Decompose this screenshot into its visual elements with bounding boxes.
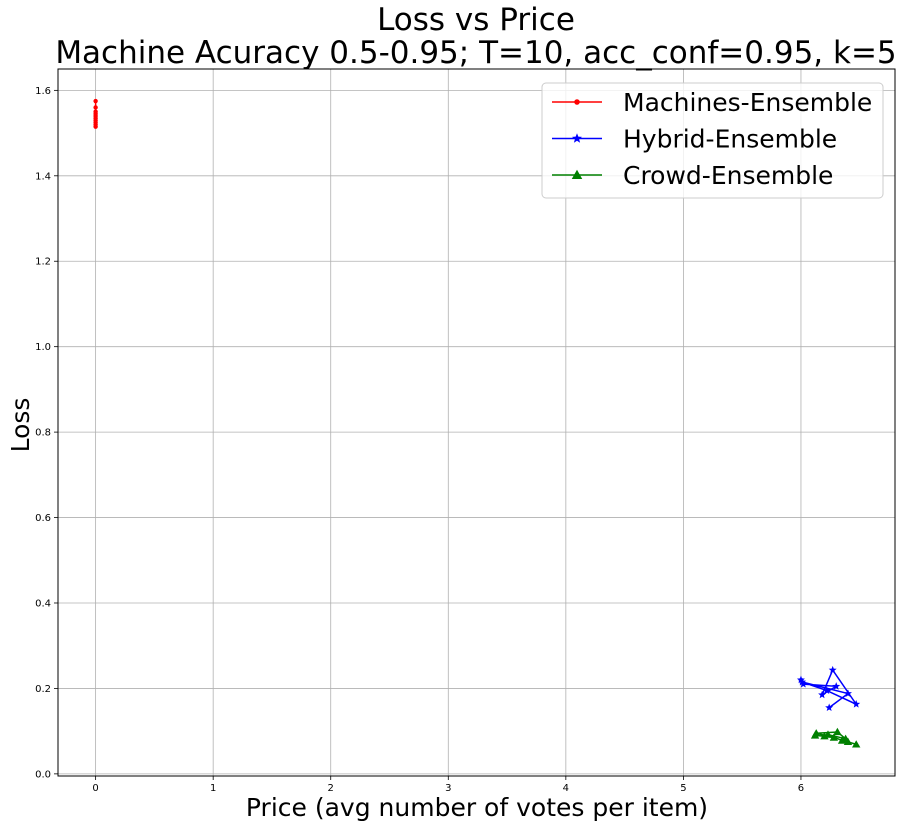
- x-tick-label: 4: [563, 783, 569, 794]
- legend-label-hybrid-ensemble: Hybrid-Ensemble: [623, 125, 837, 154]
- legend-marker-crowd-ensemble: [571, 169, 583, 179]
- series-layer: [93, 98, 861, 748]
- y-tick-label: 1.0: [35, 342, 51, 353]
- ticks: 0 1 2 3 4 5 6 0.0 0.2 0.4 0.6 0.8 1.0 1.2 1.4 1.6: [35, 86, 804, 794]
- legend-marker-hybrid-ensemble: [572, 133, 582, 143]
- data-point-crowd-ensemble: [852, 740, 861, 748]
- data-point-machines-ensemble: [93, 98, 98, 104]
- x-tick-label: 3: [445, 783, 451, 794]
- y-tick-label: 1.2: [35, 257, 51, 268]
- chart-subtitle: Machine Acuracy 0.5-0.95; T=10, acc_conf…: [55, 35, 896, 71]
- data-point-hybrid-ensemble: [852, 700, 861, 708]
- data-point-machines-ensemble: [93, 124, 98, 129]
- x-tick-label: 5: [680, 783, 686, 794]
- y-tick-label: 1.6: [35, 86, 51, 97]
- x-tick-label: 0: [92, 783, 98, 794]
- legend: Machines-Ensemble Hybrid-Ensemble Crowd-En…: [541, 82, 884, 199]
- series-hybrid-ensemble: [796, 665, 861, 712]
- y-tick-label: 0.2: [35, 684, 51, 695]
- y-tick-label: 1.4: [35, 171, 51, 182]
- series-crowd-ensemble: [810, 727, 861, 748]
- grid: [58, 69, 895, 776]
- data-point-hybrid-ensemble: [843, 689, 852, 697]
- plot-area-frame: [57, 68, 896, 777]
- y-tick-label: 0.8: [35, 428, 51, 439]
- data-point-crowd-ensemble: [823, 730, 833, 738]
- data-point-machines-ensemble: [93, 111, 98, 117]
- y-axis-label: Loss: [6, 398, 35, 453]
- data-point-hybrid-ensemble: [825, 703, 834, 712]
- legend-entry-hybrid-ensemble: Hybrid-Ensemble: [552, 125, 837, 154]
- x-tick-label: 2: [328, 783, 334, 794]
- data-point-hybrid-ensemble: [832, 682, 841, 690]
- data-point-crowd-ensemble: [843, 737, 853, 745]
- chart-title: Loss vs Price: [377, 2, 575, 38]
- legend-entry-crowd-ensemble: Crowd-Ensemble: [552, 161, 833, 190]
- data-point-crowd-ensemble: [812, 729, 821, 737]
- legend-entry-machines-ensemble: Machines-Ensemble: [552, 88, 872, 117]
- data-point-hybrid-ensemble: [828, 665, 837, 674]
- data-point-crowd-ensemble: [833, 727, 842, 736]
- x-tick-label: 1: [210, 783, 216, 794]
- legend-box: [541, 82, 884, 199]
- data-point-machines-ensemble: [93, 105, 98, 110]
- data-point-crowd-ensemble: [837, 736, 847, 744]
- data-point-hybrid-ensemble: [796, 675, 805, 684]
- legend-label-crowd-ensemble: Crowd-Ensemble: [623, 161, 833, 190]
- x-tick-label: 6: [798, 783, 804, 794]
- data-point-hybrid-ensemble: [822, 686, 831, 694]
- data-point-hybrid-ensemble: [798, 677, 807, 686]
- data-point-hybrid-ensemble: [818, 690, 827, 699]
- y-tick-label: 0.6: [35, 513, 51, 524]
- series-line-hybrid-ensemble: [800, 668, 859, 709]
- legend-label-machines-ensemble: Machines-Ensemble: [623, 88, 872, 117]
- data-point-crowd-ensemble: [829, 733, 839, 741]
- y-tick-label: 0.4: [35, 598, 51, 609]
- series-machines-ensemble: [93, 98, 98, 129]
- x-axis-label: Price (avg number of votes per item): [246, 793, 708, 822]
- y-tick-label: 0.0: [35, 769, 51, 780]
- legend-marker-machines-ensemble: [574, 99, 580, 105]
